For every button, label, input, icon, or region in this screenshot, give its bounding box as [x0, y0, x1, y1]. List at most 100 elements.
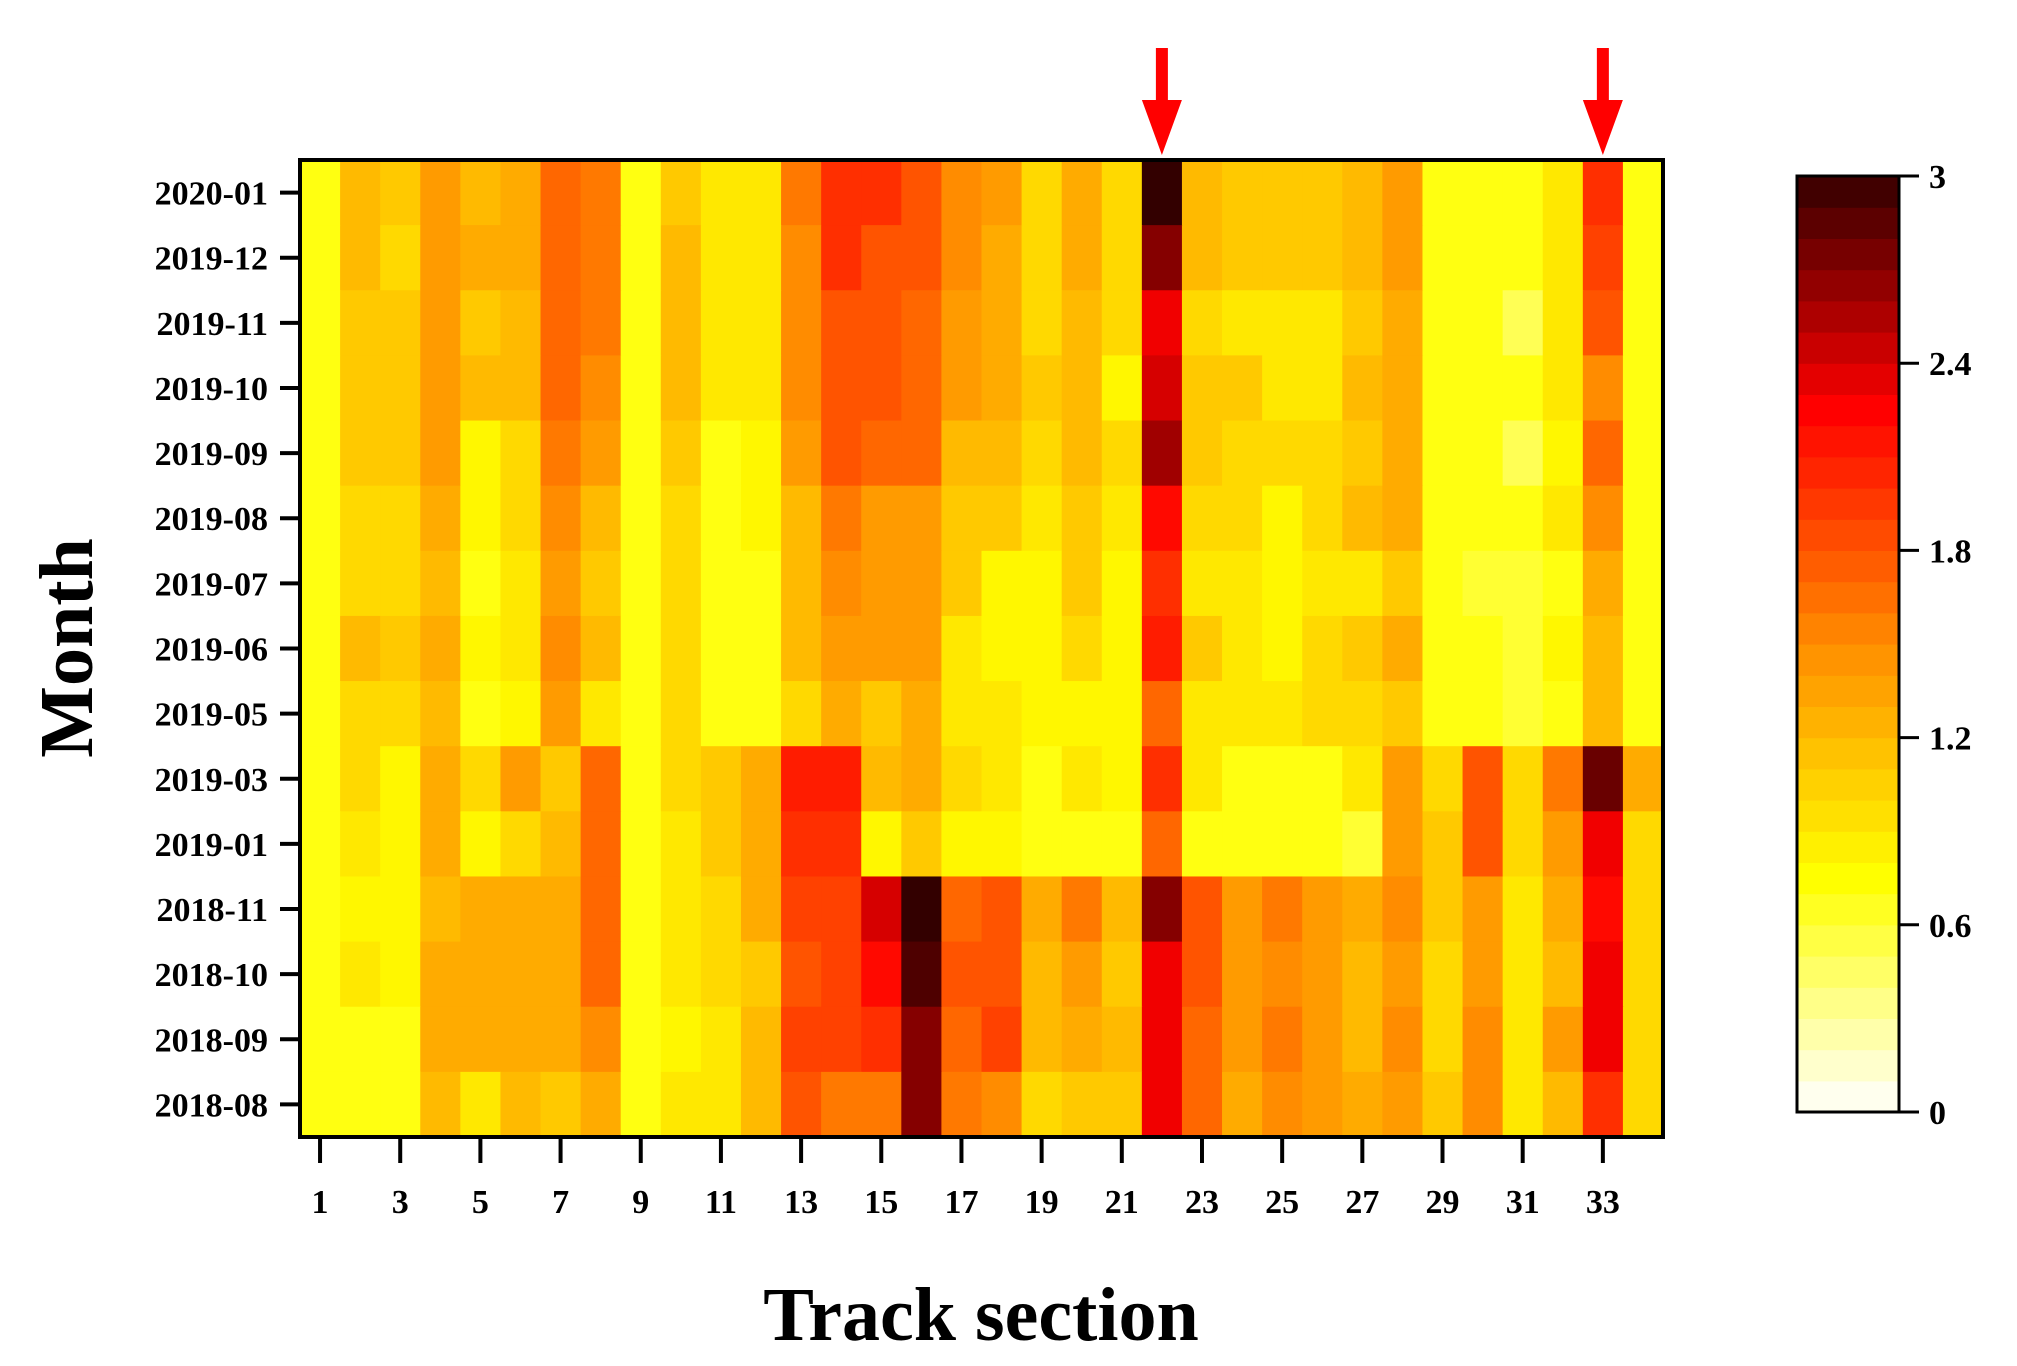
heatmap-cell [500, 160, 542, 226]
heatmap-cell [1181, 225, 1223, 291]
heatmap-cell [500, 941, 542, 1008]
heatmap-cell [1462, 1006, 1504, 1073]
heatmap-cell [300, 941, 341, 1008]
heatmap-cell [1181, 290, 1223, 356]
heatmap-cell [1342, 160, 1383, 226]
heatmap-cell [901, 615, 943, 682]
heatmap-cell [420, 290, 461, 356]
heatmap-cell [300, 550, 341, 617]
heatmap-cell [1622, 1071, 1664, 1138]
heatmap-cell [380, 811, 421, 878]
heatmap-cell [580, 941, 622, 1008]
heatmap-cell [1101, 550, 1143, 617]
heatmap-cell [821, 681, 862, 747]
heatmap-cell [1021, 1006, 1063, 1073]
heatmap-cell [1382, 811, 1424, 878]
heatmap-cell [1141, 876, 1183, 943]
heatmap-cell [861, 160, 902, 226]
heatmap-cell [821, 485, 862, 552]
heatmap-cell [1582, 1006, 1624, 1073]
heatmap-cell [1542, 160, 1584, 226]
heatmap-cell [1181, 876, 1223, 943]
heatmap-cell [1222, 160, 1263, 226]
heatmap-cell [1382, 225, 1424, 291]
heatmap-cell [620, 485, 662, 552]
heatmap-cell [821, 160, 862, 226]
heatmap-cell [1422, 420, 1464, 487]
heatmap-cell [420, 485, 461, 552]
heatmap-cell [1542, 681, 1584, 747]
colorbar-segment [1797, 706, 1899, 739]
heatmap-cell [901, 420, 943, 487]
y-tick-label: 2018-10 [155, 957, 268, 994]
heatmap-cell [1021, 746, 1063, 812]
x-tick-label: 23 [1185, 1184, 1219, 1221]
heatmap-cell [981, 1071, 1023, 1138]
heatmap-cell [1061, 811, 1103, 878]
heatmap-cell [460, 160, 502, 226]
heatmap-cell [1622, 550, 1664, 617]
heatmap-cell [1222, 1071, 1263, 1138]
heatmap-cell [1462, 225, 1504, 291]
heatmap-cell [1222, 1006, 1263, 1073]
heatmap-cell [901, 876, 943, 943]
heatmap-cell [660, 225, 702, 291]
heatmap-cell [740, 811, 782, 878]
heatmap-cell [460, 355, 502, 422]
heatmap-cell [821, 811, 862, 878]
heatmap-cell [821, 550, 862, 617]
heatmap-cell [1262, 290, 1303, 356]
heatmap-cell [861, 811, 902, 878]
heatmap-cell [861, 615, 902, 682]
x-tick-label: 29 [1426, 1184, 1460, 1221]
heatmap-cell [901, 681, 943, 747]
heatmap-cell [1582, 681, 1624, 747]
heatmap-cell [901, 811, 943, 878]
colorbar-segment [1797, 363, 1899, 395]
heatmap-cell [1101, 355, 1143, 422]
heatmap-cell [821, 876, 862, 943]
heatmap-cell [1582, 1071, 1624, 1138]
heatmap-cell [1582, 420, 1624, 487]
heatmap-cell [540, 420, 582, 487]
heatmap-cell [861, 485, 902, 552]
heatmap-cell [1422, 681, 1464, 747]
heatmap-cell [981, 681, 1023, 747]
heatmap-cell [1462, 876, 1504, 943]
heatmap-cell [380, 290, 421, 356]
heatmap-cell [1342, 681, 1383, 747]
highlight-arrow [1582, 48, 1623, 155]
heatmap-cell [700, 941, 742, 1008]
heatmap-cell [1262, 420, 1303, 487]
heatmap-cell [1622, 160, 1664, 226]
heatmap-cell [901, 550, 943, 617]
colorbar-segment [1797, 675, 1899, 707]
heatmap-cell [821, 420, 862, 487]
heatmap-cell [500, 485, 542, 552]
heatmap-cell [1061, 746, 1103, 812]
colorbar-tick-label: 0 [1929, 1095, 1946, 1132]
heatmap-cell [1582, 746, 1624, 812]
heatmap-cell [620, 746, 662, 812]
heatmap-cell [781, 290, 822, 356]
y-tick-label: 2019-12 [155, 241, 268, 278]
heatmap-cell [1422, 355, 1464, 422]
heatmap-cell [580, 876, 622, 943]
heatmap-cell [901, 1071, 943, 1138]
heatmap-cell [500, 355, 542, 422]
heatmap-cell [1582, 876, 1624, 943]
colorbar-segment [1797, 550, 1899, 583]
heatmap-cell [1542, 615, 1584, 682]
heatmap-cell [1302, 941, 1343, 1008]
heatmap-cell [1181, 811, 1223, 878]
heatmap-cell [1382, 876, 1424, 943]
heatmap-cell [420, 1071, 461, 1138]
heatmap-cell [1141, 290, 1183, 356]
heatmap-cell [861, 355, 902, 422]
heatmap-cell [380, 1071, 421, 1138]
heatmap-cell [1582, 485, 1624, 552]
heatmap-cell [1542, 290, 1584, 356]
heatmap-cell [1302, 420, 1343, 487]
heatmap-cell [1382, 615, 1424, 682]
heatmap-cell [821, 746, 862, 812]
